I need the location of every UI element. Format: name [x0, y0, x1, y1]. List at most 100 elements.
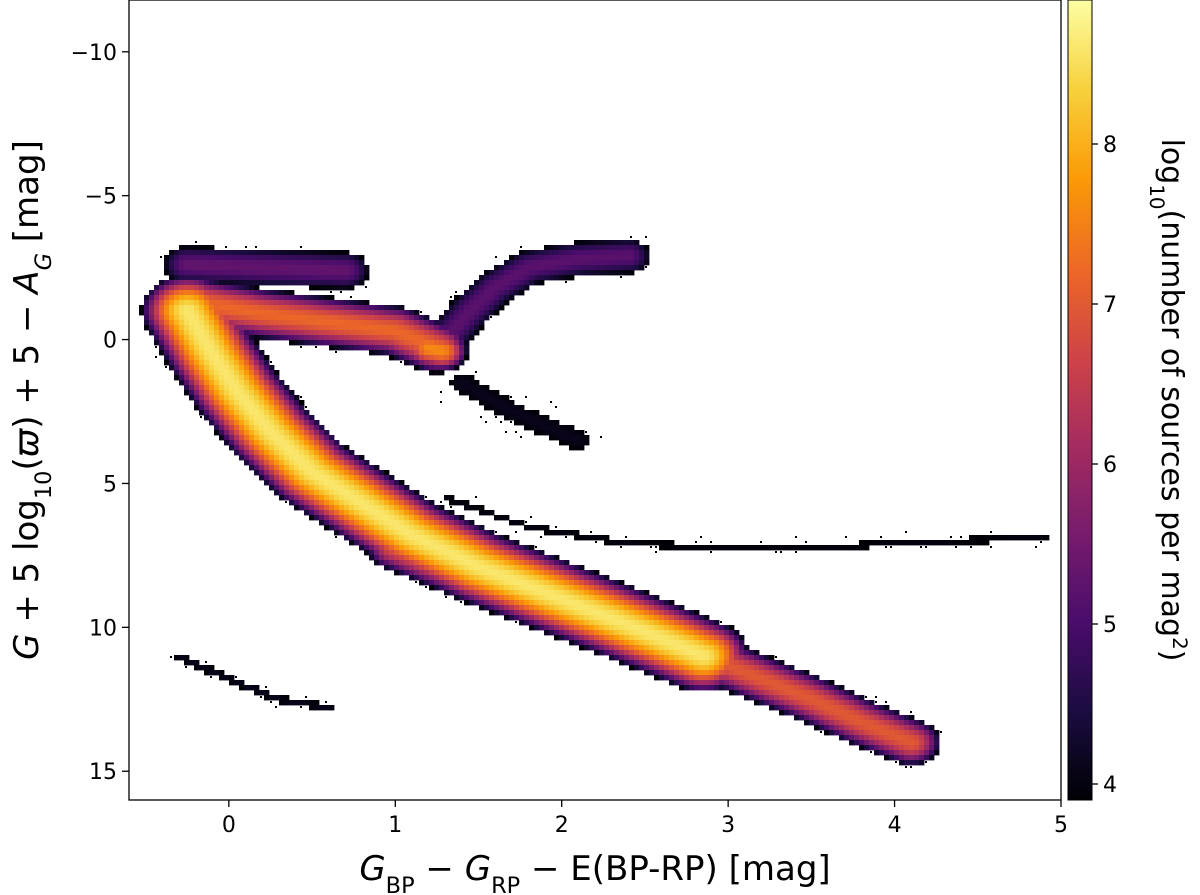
density-cell	[659, 675, 665, 681]
density-cell	[219, 320, 225, 326]
density-cell	[419, 520, 425, 526]
y-axis-label: G + 5 log10(ϖ) + 5 − AG [mag]	[7, 140, 57, 660]
density-cell	[574, 245, 580, 251]
density-cell	[699, 645, 705, 651]
density-cell	[279, 270, 285, 276]
density-cell	[584, 600, 590, 606]
density-cell	[569, 565, 575, 571]
density-cell	[359, 545, 365, 551]
density-cell	[424, 320, 430, 326]
density-cell	[169, 330, 175, 336]
density-cell	[159, 325, 165, 331]
density-cell	[189, 295, 195, 301]
sparse-point	[445, 596, 447, 598]
density-cell	[289, 295, 295, 301]
density-cell	[524, 580, 530, 586]
density-cell	[569, 440, 575, 446]
density-cell	[789, 665, 795, 671]
density-cell	[369, 340, 375, 346]
density-cell	[259, 270, 265, 276]
density-cell	[379, 540, 385, 546]
density-cell	[584, 575, 590, 581]
density-cell	[524, 575, 530, 581]
density-cell	[614, 540, 620, 546]
density-cell	[484, 300, 490, 306]
density-cell	[374, 465, 380, 471]
density-cell	[499, 305, 505, 311]
sparse-point	[300, 396, 302, 398]
density-cell	[314, 325, 320, 331]
density-cell	[294, 500, 300, 506]
density-cell	[419, 500, 425, 506]
density-cell	[759, 545, 765, 551]
density-cell	[569, 430, 575, 436]
y-tick-label: −5	[85, 185, 117, 210]
density-cell	[319, 440, 325, 446]
density-cell	[599, 250, 605, 256]
density-cell	[414, 310, 420, 316]
density-cell	[529, 615, 535, 621]
density-cell	[254, 445, 260, 451]
density-cell	[564, 580, 570, 586]
density-cell	[384, 540, 390, 546]
density-cell	[434, 585, 440, 591]
density-cell	[349, 320, 355, 326]
density-cell	[189, 290, 195, 296]
density-cell	[584, 630, 590, 636]
density-cell	[419, 550, 425, 556]
sparse-point	[925, 761, 927, 763]
density-cell	[389, 330, 395, 336]
density-cell	[579, 240, 585, 246]
density-cell	[234, 285, 240, 291]
density-cell	[229, 280, 235, 286]
density-cell	[659, 600, 665, 606]
density-cell	[479, 305, 485, 311]
sparse-point	[565, 281, 567, 283]
density-cell	[434, 540, 440, 546]
density-cell	[509, 400, 515, 406]
density-cell	[179, 265, 185, 271]
density-cell	[779, 670, 785, 676]
density-cell	[454, 565, 460, 571]
density-cell	[159, 335, 165, 341]
density-cell	[639, 245, 645, 251]
density-cell	[739, 680, 745, 686]
density-cell	[209, 285, 215, 291]
density-cell	[709, 675, 715, 681]
density-cell	[209, 320, 215, 326]
density-cell	[204, 320, 210, 326]
density-cell	[249, 400, 255, 406]
density-cell	[339, 450, 345, 456]
density-cell	[619, 655, 625, 661]
density-cell	[629, 255, 635, 261]
density-cell	[504, 590, 510, 596]
density-cell	[249, 440, 255, 446]
density-cell	[529, 600, 535, 606]
density-cell	[529, 565, 535, 571]
density-cell	[499, 560, 505, 566]
density-cell	[574, 270, 580, 276]
density-cell	[269, 330, 275, 336]
density-cell	[794, 680, 800, 686]
density-cell	[574, 600, 580, 606]
density-cell	[554, 610, 560, 616]
density-cell	[444, 360, 450, 366]
density-cell	[264, 330, 270, 336]
density-cell	[224, 285, 230, 291]
density-cell	[299, 280, 305, 286]
density-cell	[454, 355, 460, 361]
density-cell	[559, 610, 565, 616]
density-cell	[669, 540, 675, 546]
density-cell	[284, 415, 290, 421]
density-cell	[679, 655, 685, 661]
density-cell	[334, 485, 340, 491]
density-cell	[894, 755, 900, 761]
density-cell	[609, 240, 615, 246]
density-cell	[244, 255, 250, 261]
density-cell	[429, 370, 435, 376]
density-cell	[619, 260, 625, 266]
density-cell	[209, 365, 215, 371]
density-cell	[299, 265, 305, 271]
density-cell	[364, 325, 370, 331]
density-cell	[834, 690, 840, 696]
